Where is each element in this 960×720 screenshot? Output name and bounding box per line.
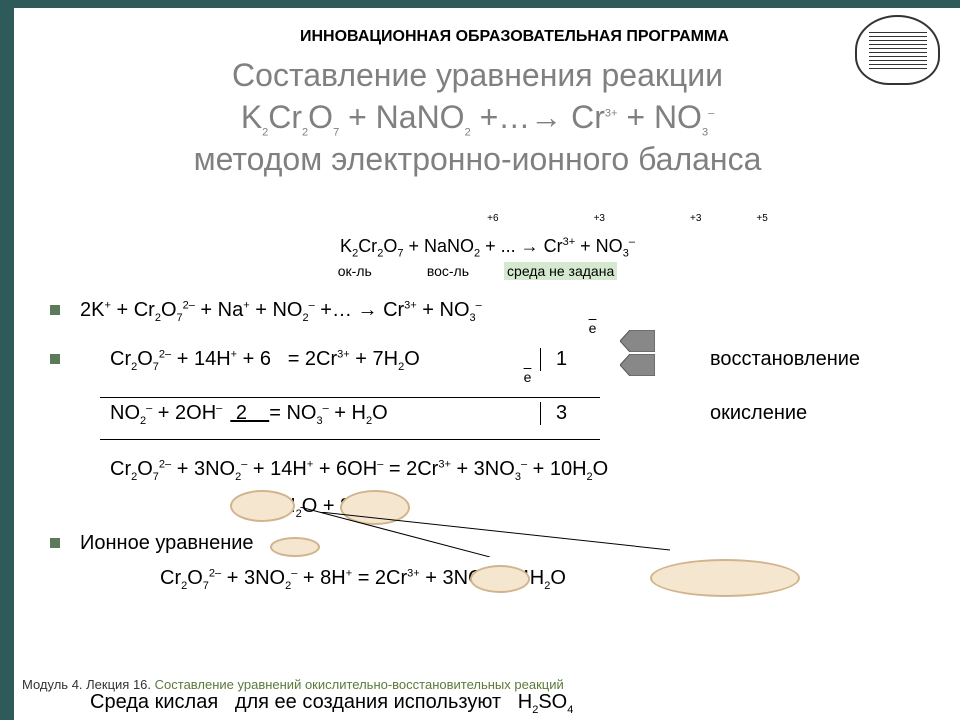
separator bbox=[100, 439, 600, 440]
title-line3: методом электронно-ионного баланса bbox=[194, 141, 762, 177]
oxidizer-label: ок-ль bbox=[338, 263, 372, 279]
connector-line bbox=[320, 512, 670, 557]
title-formula: K2Cr2O7 + NaNO2 +…→ Cr3+ + NO3– bbox=[241, 99, 714, 135]
program-label: ИННОВАЦИОННАЯ ОБРАЗОВАТЕЛЬНАЯ ПРОГРАММА bbox=[300, 28, 729, 46]
top-border bbox=[0, 0, 960, 8]
reducer-label: вос-ль bbox=[427, 263, 469, 279]
left-border bbox=[0, 0, 14, 720]
arrow-icon bbox=[620, 354, 655, 376]
half-reaction-2: NO2– + 2OH– 2 = NO3– + H2O 3 окисление bbox=[50, 402, 925, 427]
bullet-icon bbox=[50, 538, 60, 548]
last-line: Среда кислая для ее создания используют … bbox=[90, 691, 573, 716]
logo bbox=[855, 15, 940, 85]
half-reaction-1: Cr2O72– + 14H+ + 6 = 2Cr3+ + 7H2O 1 восс… bbox=[50, 348, 925, 385]
reduction-label: восстановление bbox=[710, 348, 860, 371]
footer: Модуль 4. Лекция 16. Составление уравнен… bbox=[22, 677, 564, 692]
sum-equation: Cr2O72– + 3NO2– + 14H+ + 6OH– = 2Cr3+ + … bbox=[50, 458, 925, 483]
title-line1: Составление уравнения реакции bbox=[232, 57, 723, 93]
final-equation: Cr2O72– + 3NO2– + 8H+ = 2Cr3+ + 3NO3– + … bbox=[50, 567, 925, 592]
separator bbox=[100, 397, 600, 398]
oxidation-label: окисление bbox=[710, 402, 807, 425]
page-title: Составление уравнения реакции K2Cr2O7 + … bbox=[105, 55, 850, 181]
arrow-icon bbox=[620, 330, 655, 352]
content-area: +6 +3 +3 +5 K2Cr2O7 + NaNO2 + ... → Cr3+… bbox=[50, 215, 925, 604]
ionic-dissociation: 2K+ + Cr2O72– + Na+ + NO2– +… → Cr3+ + N… bbox=[50, 299, 925, 336]
equation-with-states: +6 +3 +3 +5 K2Cr2O7 + NaNO2 + ... → Cr3+… bbox=[50, 215, 925, 281]
highlight-ellipse bbox=[470, 565, 530, 593]
bullet-icon bbox=[50, 354, 60, 364]
ionic-header: Ионное уравнение bbox=[50, 532, 925, 555]
environment-label: среда не задана bbox=[504, 262, 617, 280]
highlight-ellipse bbox=[230, 490, 295, 522]
highlight-ellipse bbox=[650, 559, 800, 597]
bullet-icon bbox=[50, 305, 60, 315]
